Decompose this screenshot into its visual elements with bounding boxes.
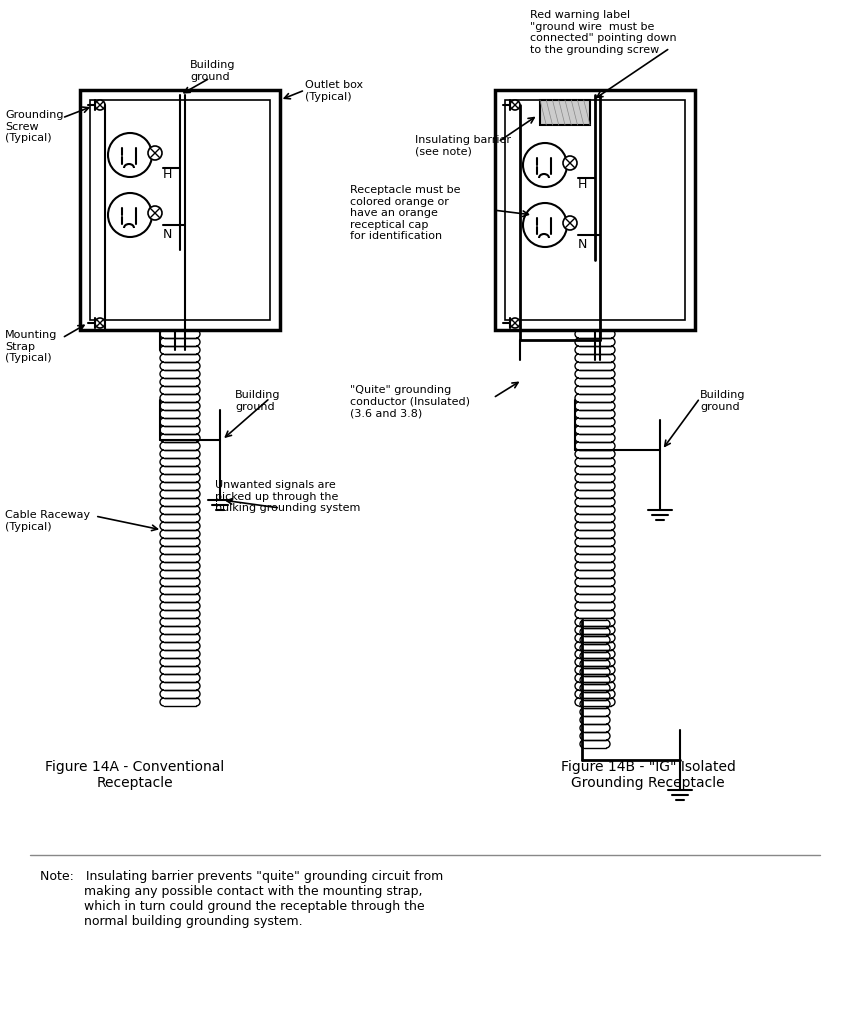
Text: H: H [578,178,587,191]
Circle shape [108,133,152,177]
Text: H: H [163,168,173,181]
Text: Note:   Insulating barrier prevents "quite" grounding circuit from
           ma: Note: Insulating barrier prevents "quite… [40,870,443,928]
Text: Outlet box
(Typical): Outlet box (Typical) [305,80,363,102]
Bar [90,100,270,320]
Text: Receptacle must be
colored orange or
have an orange
receptical cap
for identific: Receptacle must be colored orange or hav… [350,185,460,241]
Text: Mounting
Strap
(Typical): Mounting Strap (Typical) [5,330,57,363]
Circle shape [108,193,152,237]
Circle shape [510,318,520,328]
Bar [540,100,590,125]
Circle shape [563,217,577,230]
Bar [80,90,280,330]
Text: Unwanted signals are
picked up through the
bulking grounding system: Unwanted signals are picked up through t… [215,480,360,513]
Bar [505,100,685,320]
Text: Insulating barrier
(see note): Insulating barrier (see note) [415,135,511,157]
Circle shape [510,100,520,110]
Circle shape [563,156,577,170]
Text: Building
ground: Building ground [235,390,281,411]
Circle shape [148,206,162,220]
Circle shape [523,203,567,247]
Text: Figure 14A - Conventional
Receptacle: Figure 14A - Conventional Receptacle [45,760,225,790]
Text: Building
ground: Building ground [190,60,236,81]
Text: "Quite" grounding
conductor (Insulated)
(3.6 and 3.8): "Quite" grounding conductor (Insulated) … [350,385,470,419]
Circle shape [95,100,105,110]
Text: Cable Raceway
(Typical): Cable Raceway (Typical) [5,510,90,532]
Text: Figure 14B - "IG" Isolated
Grounding Receptacle: Figure 14B - "IG" Isolated Grounding Rec… [561,760,735,790]
Text: N: N [163,228,173,241]
Circle shape [523,143,567,187]
Circle shape [95,318,105,328]
Bar [495,90,695,330]
Text: Building
ground: Building ground [700,390,745,411]
Circle shape [148,146,162,160]
Text: N: N [578,238,587,251]
Text: Grounding
Screw
(Typical): Grounding Screw (Typical) [5,110,64,143]
Text: Red warning label
"ground wire  must be
connected" pointing down
to the groundin: Red warning label "ground wire must be c… [530,10,677,55]
